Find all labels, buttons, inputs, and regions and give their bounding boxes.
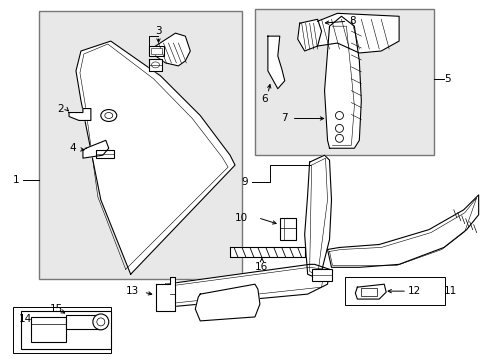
Text: 7: 7 bbox=[281, 113, 287, 123]
Circle shape bbox=[97, 318, 104, 326]
Text: 2: 2 bbox=[58, 104, 64, 113]
Polygon shape bbox=[148, 59, 162, 71]
Polygon shape bbox=[267, 36, 284, 89]
Text: 10: 10 bbox=[234, 213, 247, 223]
Circle shape bbox=[335, 125, 343, 132]
Text: 6: 6 bbox=[261, 94, 267, 104]
Polygon shape bbox=[69, 109, 91, 121]
Ellipse shape bbox=[101, 109, 117, 121]
Text: 16: 16 bbox=[255, 262, 268, 272]
Ellipse shape bbox=[104, 113, 113, 118]
Polygon shape bbox=[195, 284, 260, 321]
Text: 15: 15 bbox=[49, 304, 62, 314]
Polygon shape bbox=[155, 33, 190, 66]
Polygon shape bbox=[317, 13, 398, 53]
Text: 5: 5 bbox=[443, 74, 449, 84]
Polygon shape bbox=[297, 19, 321, 51]
Polygon shape bbox=[327, 195, 478, 267]
Text: 13: 13 bbox=[125, 286, 138, 296]
Text: 3: 3 bbox=[155, 26, 162, 36]
Bar bbox=[150, 48, 162, 54]
Text: 12: 12 bbox=[407, 286, 420, 296]
Bar bbox=[148, 46, 164, 56]
Bar bbox=[31, 317, 66, 342]
Polygon shape bbox=[155, 277, 175, 311]
Bar bbox=[311, 269, 331, 281]
Bar bbox=[21, 311, 111, 349]
Bar bbox=[361, 288, 376, 296]
Text: 14: 14 bbox=[19, 314, 33, 324]
Polygon shape bbox=[160, 264, 329, 307]
Bar bbox=[254, 9, 433, 155]
Polygon shape bbox=[76, 41, 235, 274]
Polygon shape bbox=[324, 16, 361, 148]
Polygon shape bbox=[304, 155, 331, 279]
Bar bbox=[13, 307, 111, 353]
Text: 4: 4 bbox=[69, 143, 76, 153]
Circle shape bbox=[335, 134, 343, 142]
Text: 1: 1 bbox=[13, 175, 19, 185]
Bar bbox=[96, 150, 114, 158]
Bar bbox=[279, 218, 295, 239]
Polygon shape bbox=[355, 284, 386, 299]
Polygon shape bbox=[83, 140, 108, 158]
Circle shape bbox=[93, 314, 108, 330]
Bar bbox=[345, 277, 444, 305]
Polygon shape bbox=[230, 247, 304, 257]
Bar bbox=[39, 11, 242, 279]
Text: 9: 9 bbox=[241, 177, 247, 187]
Text: 11: 11 bbox=[443, 286, 456, 296]
Text: 8: 8 bbox=[349, 16, 355, 26]
Circle shape bbox=[335, 112, 343, 120]
Bar bbox=[66, 315, 101, 329]
